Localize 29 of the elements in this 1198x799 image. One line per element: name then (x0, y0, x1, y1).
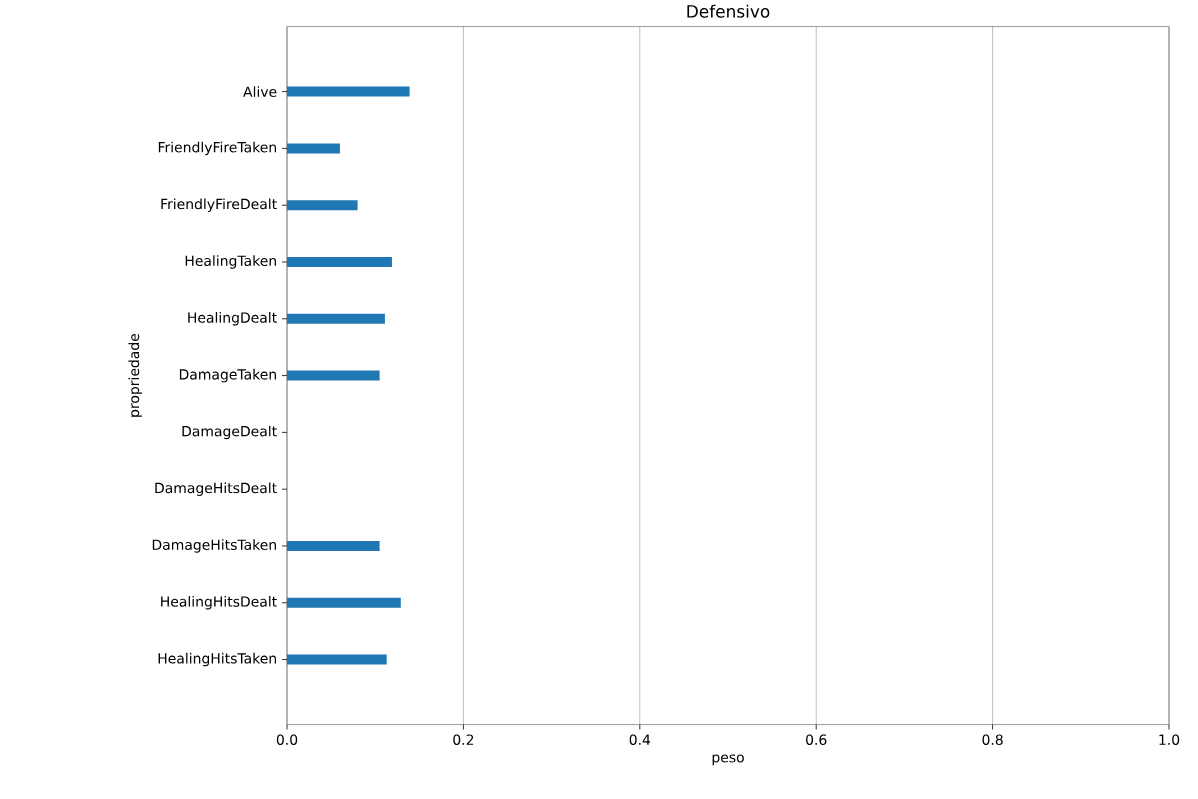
x-tick-label: 1.0 (1159, 734, 1180, 746)
bar (287, 597, 401, 608)
y-tick-label: FriendlyFireTaken (158, 141, 276, 156)
bar (287, 313, 385, 324)
y-tick-label: DamageTaken (179, 369, 276, 383)
y-tick-label: HealingHitsTaken (158, 653, 276, 667)
chart-title: Defensivo (687, 4, 770, 18)
bar (287, 257, 392, 268)
bar (287, 86, 410, 97)
bar (287, 654, 387, 665)
x-tick-label: 0.2 (453, 734, 474, 746)
y-axis-title: propriedade (128, 334, 142, 417)
x-tick-label: 0.8 (982, 734, 1003, 746)
y-tick-label: FriendlyFireDealt (161, 198, 277, 213)
y-tick-label: HealingTaken (185, 255, 276, 269)
y-tick-label: Alive (243, 86, 277, 98)
bar (287, 541, 380, 552)
x-tick-label: 0.0 (276, 734, 298, 746)
y-tick-label: DamageHitsDealt (155, 482, 277, 497)
bar (287, 370, 380, 381)
y-tick-label: DamageHitsTaken (152, 539, 276, 553)
bar (287, 143, 340, 154)
bar (287, 200, 358, 211)
y-tick-label: DamageDealt (182, 425, 277, 440)
y-tick-label: HealingDealt (188, 312, 277, 326)
x-tick-label: 0.6 (806, 734, 827, 746)
y-tick-label: HealingHitsDealt (161, 596, 277, 610)
x-tick-label: 0.4 (629, 734, 651, 746)
x-axis-title: peso (712, 754, 744, 766)
